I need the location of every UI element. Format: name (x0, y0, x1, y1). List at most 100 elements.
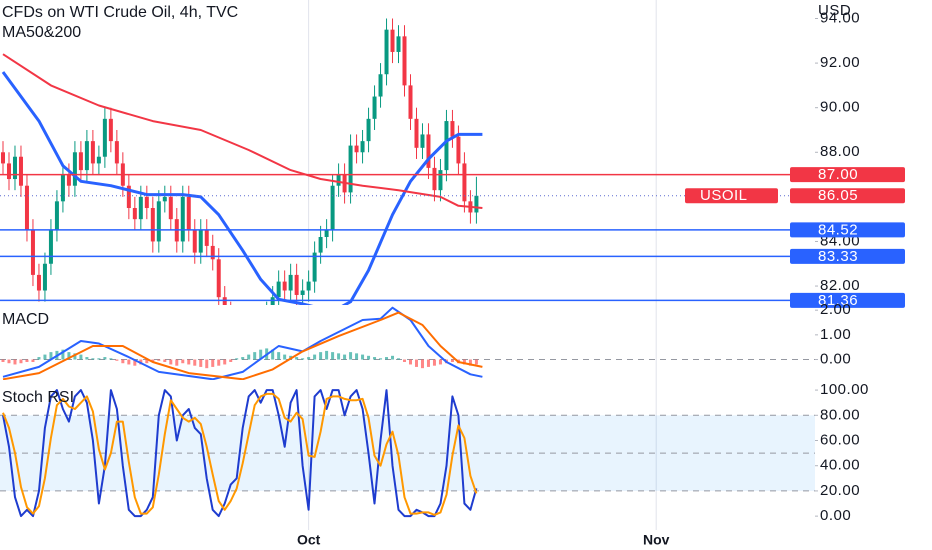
histogram-bar (169, 359, 173, 365)
candle-body (259, 319, 263, 326)
candle-body (42, 263, 47, 291)
last-price-label: 86.05 (818, 187, 858, 204)
candle-body (288, 274, 293, 291)
candle-body (0, 152, 5, 164)
series-line (2, 53, 483, 209)
y-tick-label: 60.00 (820, 431, 860, 448)
histogram-bar (163, 359, 167, 362)
histogram-bar (438, 359, 442, 365)
candle-body (247, 335, 251, 342)
histogram-bar (91, 358, 95, 360)
histogram-bar (19, 359, 23, 364)
y-tick-label: 2.00 (820, 301, 851, 318)
y-tick-label: 80.00 (820, 406, 860, 423)
histogram-bar (391, 355, 395, 360)
candle-body (18, 156, 23, 186)
macd-panel (0, 305, 815, 380)
histogram-bar (331, 352, 335, 360)
candle-body (336, 174, 341, 186)
candle-body (222, 297, 227, 305)
histogram-bar (187, 359, 191, 365)
macd-title: MACD (2, 311, 49, 328)
candle-body (162, 196, 167, 202)
candle-body (372, 96, 377, 119)
candle-body (384, 29, 389, 75)
histogram-bar (67, 352, 71, 360)
histogram-bar (235, 358, 239, 360)
histogram-bar (103, 357, 107, 360)
candle-body (276, 281, 281, 298)
histogram-bar (355, 353, 359, 360)
symbol-label: USOIL (700, 187, 748, 204)
candle-body (138, 196, 143, 220)
candle-body (282, 281, 287, 291)
candle-body (348, 145, 353, 193)
price-panel (0, 0, 815, 342)
histogram-bar (295, 357, 299, 360)
candle-body (474, 195, 479, 213)
stoch-title: Stoch RSI (2, 389, 74, 406)
candle-body (30, 230, 35, 275)
candle-body (108, 118, 113, 142)
candle-body (186, 196, 191, 231)
y-tick-label: 90.00 (820, 99, 860, 116)
candle-body (265, 313, 269, 320)
histogram-bar (115, 359, 119, 361)
histogram-bar (199, 359, 203, 367)
histogram-bar (426, 359, 430, 367)
y-tick-label: 0.00 (820, 507, 851, 524)
candle-body (192, 230, 197, 253)
histogram-bar (121, 359, 125, 364)
chart-subtitle: MA50&200 (2, 24, 81, 41)
histogram-bar (253, 352, 257, 360)
candle-body (114, 141, 119, 164)
histogram-bar (181, 359, 185, 364)
histogram-bar (337, 353, 341, 360)
candle-body (432, 167, 437, 191)
histogram-bar (408, 359, 412, 365)
level-label: 81.36 (818, 292, 858, 309)
histogram-bar (73, 353, 77, 360)
histogram-bar (420, 359, 424, 369)
candle-body (438, 170, 443, 191)
candle-body (444, 121, 449, 171)
series-line (2, 389, 478, 518)
candle-body (180, 196, 185, 242)
histogram-bar (7, 359, 11, 364)
candle-body (204, 230, 209, 246)
candle-body (72, 152, 77, 186)
histogram-bar (414, 359, 418, 367)
candle-body (66, 174, 71, 186)
histogram-bar (151, 359, 155, 362)
y-tick-label: 88.00 (820, 143, 860, 160)
candle-body (306, 281, 311, 291)
candle-body (270, 297, 275, 305)
level-box (790, 222, 905, 238)
candle-body (229, 313, 233, 326)
histogram-bar (241, 357, 245, 360)
candle-body (360, 141, 365, 153)
symbol-box (685, 188, 778, 204)
histogram-bar (319, 352, 323, 360)
candle-body (402, 36, 407, 86)
candle-body (150, 208, 155, 242)
candle-body (36, 274, 41, 291)
histogram-bar (1, 359, 5, 362)
level-box (790, 167, 905, 183)
histogram-bar (211, 359, 215, 367)
chart-title: CFDs on WTI Crude Oil, 4h, TVC (2, 4, 238, 21)
level-label: 83.33 (818, 248, 858, 265)
stoch-panel (0, 380, 815, 530)
histogram-bar (373, 357, 377, 360)
histogram-bar (79, 354, 83, 360)
candle-body (450, 121, 455, 137)
level-box (790, 248, 905, 264)
candle-body (84, 141, 89, 171)
histogram-bar (157, 359, 161, 361)
candle-body (366, 118, 371, 142)
histogram-bar (145, 359, 149, 364)
candle-body (378, 74, 383, 97)
candle-body (126, 185, 131, 209)
y-tick-label: 40.00 (820, 457, 860, 474)
